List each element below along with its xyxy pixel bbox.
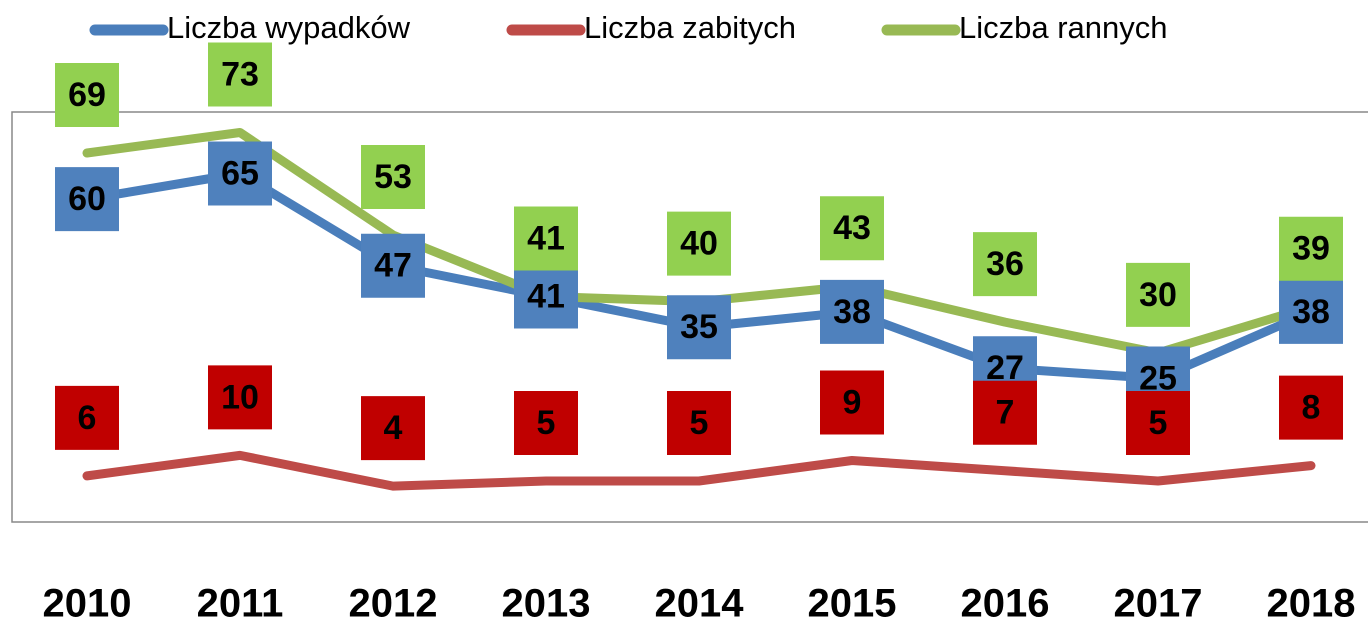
x-tick-label: 2016 bbox=[961, 582, 1050, 624]
data-label: 8 bbox=[1302, 389, 1321, 427]
data-label: 9 bbox=[843, 383, 862, 421]
legend-label: Liczba wypadków bbox=[167, 10, 411, 45]
data-label: 65 bbox=[221, 154, 259, 192]
data-label-box bbox=[208, 365, 272, 430]
data-label: 5 bbox=[537, 404, 556, 442]
data-label: 36 bbox=[986, 245, 1024, 283]
data-label-box bbox=[973, 380, 1037, 445]
data-label: 47 bbox=[374, 247, 412, 285]
x-tick-label: 2012 bbox=[349, 582, 438, 624]
data-label-box bbox=[208, 141, 272, 206]
data-label-box bbox=[820, 370, 884, 435]
data-label: 5 bbox=[1149, 404, 1168, 442]
legend-label: Liczba zabitych bbox=[584, 10, 796, 45]
data-label: 35 bbox=[680, 308, 718, 346]
x-tick-label: 2010 bbox=[43, 582, 132, 624]
data-label: 39 bbox=[1292, 230, 1330, 268]
data-label: 38 bbox=[833, 293, 871, 331]
legend-label: Liczba rannych bbox=[959, 10, 1168, 45]
data-label-box bbox=[514, 264, 578, 329]
data-label-box bbox=[973, 232, 1037, 297]
data-label-box bbox=[361, 396, 425, 461]
data-label: 69 bbox=[68, 76, 106, 114]
data-label: 30 bbox=[1139, 276, 1177, 314]
x-tick-label: 2014 bbox=[655, 582, 745, 624]
data-label-box bbox=[1126, 262, 1190, 327]
x-tick-label: 2018 bbox=[1267, 582, 1356, 624]
plot-frame bbox=[11, 111, 1368, 523]
data-label: 41 bbox=[527, 219, 565, 257]
data-label: 41 bbox=[527, 277, 565, 315]
data-label: 40 bbox=[680, 225, 718, 263]
data-label-box bbox=[514, 391, 578, 455]
data-label: 60 bbox=[68, 180, 106, 218]
data-label-box bbox=[361, 233, 425, 298]
data-label: 53 bbox=[374, 158, 412, 196]
data-label-box bbox=[55, 63, 119, 127]
x-tick-label: 2017 bbox=[1114, 582, 1203, 624]
data-label: 73 bbox=[221, 55, 259, 93]
data-label-box bbox=[55, 385, 119, 450]
data-label-box bbox=[820, 196, 884, 261]
data-label-box bbox=[208, 42, 272, 107]
x-tick-label: 2015 bbox=[808, 582, 897, 624]
data-label-box bbox=[667, 391, 731, 455]
data-label-box bbox=[1279, 279, 1343, 344]
x-tick-label: 2013 bbox=[502, 582, 591, 624]
data-label-box bbox=[667, 211, 731, 276]
data-label: 6 bbox=[78, 399, 97, 437]
data-label: 38 bbox=[1292, 293, 1330, 331]
data-label-box bbox=[361, 145, 425, 209]
data-label: 7 bbox=[996, 394, 1015, 432]
data-label-box bbox=[1279, 216, 1343, 281]
data-label: 5 bbox=[690, 404, 709, 442]
data-label-box bbox=[1279, 375, 1343, 440]
data-label-box bbox=[820, 279, 884, 344]
series-line bbox=[82, 450, 1316, 491]
data-label-box bbox=[667, 295, 731, 360]
data-label-box bbox=[55, 167, 119, 232]
data-label: 43 bbox=[833, 209, 871, 247]
x-tick-label: 2011 bbox=[197, 582, 284, 624]
data-label-box bbox=[514, 206, 578, 271]
data-label: 10 bbox=[221, 378, 259, 416]
data-label: 4 bbox=[384, 409, 403, 447]
data-label-box bbox=[1126, 391, 1190, 455]
